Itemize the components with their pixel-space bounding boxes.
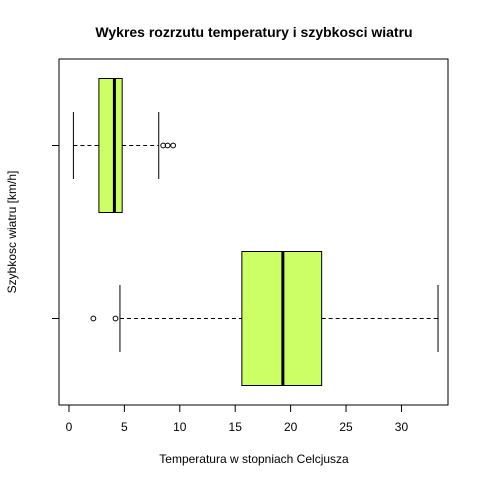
x-axis: 0 5 10 15 20 25 30 bbox=[66, 404, 409, 434]
outlier-point bbox=[164, 142, 171, 149]
outlier-point bbox=[90, 315, 97, 322]
outlier-point bbox=[112, 315, 119, 322]
box-series-1 bbox=[90, 251, 439, 386]
box-series-2 bbox=[72, 78, 177, 213]
y-axis bbox=[52, 145, 59, 319]
outlier-point bbox=[170, 142, 177, 149]
x-tick-label: 25 bbox=[339, 420, 353, 434]
chart-title: Wykres rozrzutu temperatury i szybkosci … bbox=[95, 24, 412, 40]
x-tick-label: 5 bbox=[121, 420, 128, 434]
x-axis-label: Temperatura w stopniach Celcjusza bbox=[159, 452, 349, 466]
x-tick-label: 15 bbox=[229, 420, 243, 434]
x-tick-label: 20 bbox=[284, 420, 298, 434]
x-tick-label: 0 bbox=[66, 420, 73, 434]
box-iqr bbox=[98, 78, 123, 213]
y-axis-label: Szybkosc wiatru [km/h] bbox=[5, 171, 19, 294]
x-tick-label: 10 bbox=[173, 420, 187, 434]
plot-marks bbox=[72, 78, 439, 386]
x-tick-label: 30 bbox=[395, 420, 409, 434]
